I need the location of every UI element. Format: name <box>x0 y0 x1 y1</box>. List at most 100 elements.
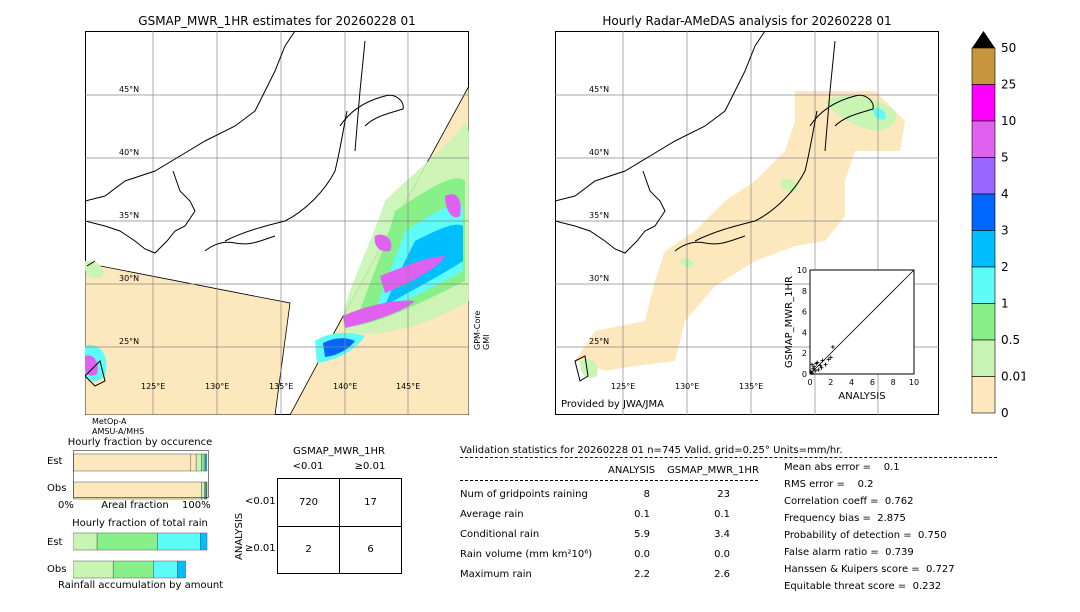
row-label-4: Maximum rain <box>460 569 532 580</box>
row-label-2: Conditional rain <box>460 529 540 540</box>
scatter-ytick-1: 2 <box>802 349 807 358</box>
bar-est-2 <box>195 453 202 472</box>
swath-label: GPM-Core GMI <box>473 310 491 350</box>
row-label-1: Average rain <box>460 509 524 520</box>
colorbar-tick-10: 0 <box>1001 406 1009 418</box>
bar-obs-0 <box>73 481 202 500</box>
colorbar-tick-8: 0.5 <box>1001 333 1020 347</box>
bar-est-5 <box>205 453 208 472</box>
scatter-point-11 <box>830 344 835 349</box>
occurrence-chart <box>73 450 209 500</box>
right-lon-130: 130°E <box>675 382 699 391</box>
scatter-xtick-3: 6 <box>870 378 875 387</box>
scatter-point-9 <box>826 357 831 362</box>
bar-est-2 <box>157 532 201 551</box>
score-3: Frequency bias = 2.875 <box>784 513 906 524</box>
left-map-title: GSMAP_MWR_1HR estimates for 20260228 01 <box>138 14 416 28</box>
row-a-4: 2.2 <box>634 569 650 580</box>
left-lat-35: 35°N <box>119 211 139 220</box>
score-1: RMS error = 0.2 <box>784 479 874 490</box>
colorbar-boxes <box>971 47 996 414</box>
score-7: Equitable threat score = 0.232 <box>784 581 942 592</box>
scatter-point-10 <box>828 355 833 360</box>
right-lat-40: 40°N <box>589 148 609 157</box>
right-lat-45: 45°N <box>589 85 609 94</box>
total-rain-chart <box>73 532 208 579</box>
score-0: Mean abs error = 0.1 <box>784 462 900 473</box>
row-b-1: 0.1 <box>714 509 730 520</box>
scatter-point-8 <box>823 362 828 367</box>
row-label-0: Num of gridpoints raining <box>460 489 588 500</box>
bar-est-0 <box>73 532 98 551</box>
scatter-xlabel: ANALYSIS <box>838 391 885 402</box>
right-map-title: Hourly Radar-AMeDAS analysis for 2026022… <box>602 14 892 28</box>
bar-obs-2 <box>201 481 205 500</box>
sensor-label: MetOp-A AMSU-A/MHS <box>92 417 145 436</box>
left-lat-25: 25°N <box>119 337 139 346</box>
scatter-ytick-2: 4 <box>802 328 807 337</box>
right-lat-25: 25°N <box>589 337 609 346</box>
contingency-row-ge: ≥0.01 <box>245 543 276 554</box>
left-lat-40: 40°N <box>119 148 139 157</box>
scatter-point-12 <box>812 364 817 369</box>
occurrence-axis-mid: Areal fraction <box>101 500 169 511</box>
contingency-col-ge: ≥0.01 <box>354 461 386 472</box>
occurrence-axis-left: 0% <box>58 500 74 511</box>
left-lon-130: 130°E <box>205 382 229 391</box>
colorbar-tick-3: 5 <box>1001 151 1009 165</box>
scatter-ytick-5: 10 <box>797 266 807 275</box>
validation-divider <box>460 457 997 458</box>
scatter-point-14 <box>819 365 824 370</box>
right-lon-125: 125°E <box>611 382 635 391</box>
bar-est-0 <box>73 453 192 472</box>
colorbar-box-2 <box>971 120 996 158</box>
colorbar-box-0 <box>971 47 996 85</box>
bar-obs-0 <box>73 560 114 579</box>
contingency-table: 720 17 2 6 <box>277 478 402 574</box>
contingency-side-label: ANALYSIS <box>234 512 245 560</box>
colorbar-labels: 50 25 10 5 4 3 2 1 0.5 0.01 0 <box>1001 41 1025 418</box>
colorbar-box-7 <box>971 303 996 341</box>
colorbar-box-4 <box>971 193 996 231</box>
colorbar-tick-5: 3 <box>1001 224 1009 238</box>
scatter-point-7 <box>820 358 825 363</box>
occurrence-axis-right: 100% <box>182 500 211 511</box>
colorbar-tick-9: 0.01 <box>1001 370 1025 384</box>
row-b-2: 3.4 <box>714 529 730 540</box>
scatter-ytick-4: 8 <box>802 287 807 296</box>
occurrence-row-obs: Obs <box>47 483 67 494</box>
row-a-0: 8 <box>643 489 650 500</box>
colorbar-tick-7: 1 <box>1001 297 1009 311</box>
scatter-point-1 <box>810 370 815 375</box>
scatter-xtick-0: 0 <box>807 378 812 387</box>
validation-header: Validation statistics for 20260228 01 n=… <box>460 445 843 456</box>
left-coastline <box>85 31 404 387</box>
total-rain-footer: Rainfall accumulation by amount <box>58 580 224 591</box>
score-6: Hanssen & Kuipers score = 0.727 <box>784 564 955 575</box>
cell-720: 720 <box>298 497 319 508</box>
colorbar-tick-6: 2 <box>1001 260 1009 274</box>
scatter-ytick-3: 6 <box>802 308 807 317</box>
colorbar: 50 25 10 5 4 3 2 1 0.5 0.01 0 <box>971 31 1025 418</box>
colorbar-box-9 <box>971 376 996 414</box>
left-lon-140: 140°E <box>333 382 357 391</box>
colorbar-box-5 <box>971 230 996 268</box>
row-a-1: 0.1 <box>634 509 650 520</box>
total-rain-row-est: Est <box>47 537 63 548</box>
colorbar-tick-4: 4 <box>1001 187 1009 201</box>
colorbar-box-8 <box>971 339 996 377</box>
bar-est-3 <box>201 453 205 472</box>
occurrence-title: Hourly fraction by occurence <box>67 437 213 448</box>
right-lat-35: 35°N <box>589 211 609 220</box>
total-rain-title: Hourly fraction of total rain <box>72 518 208 529</box>
row-b-0: 23 <box>717 489 730 500</box>
scatter-point-3 <box>813 368 818 373</box>
scatter-xtick-4: 8 <box>891 378 896 387</box>
left-lon-125: 125°E <box>141 382 165 391</box>
scatter-xtick-2: 4 <box>849 378 854 387</box>
left-rain-areas <box>85 121 469 382</box>
scatter-point-6 <box>818 363 823 368</box>
colorbar-box-1 <box>971 84 996 122</box>
bar-obs-2 <box>153 560 178 579</box>
bar-obs-5 <box>206 481 208 500</box>
